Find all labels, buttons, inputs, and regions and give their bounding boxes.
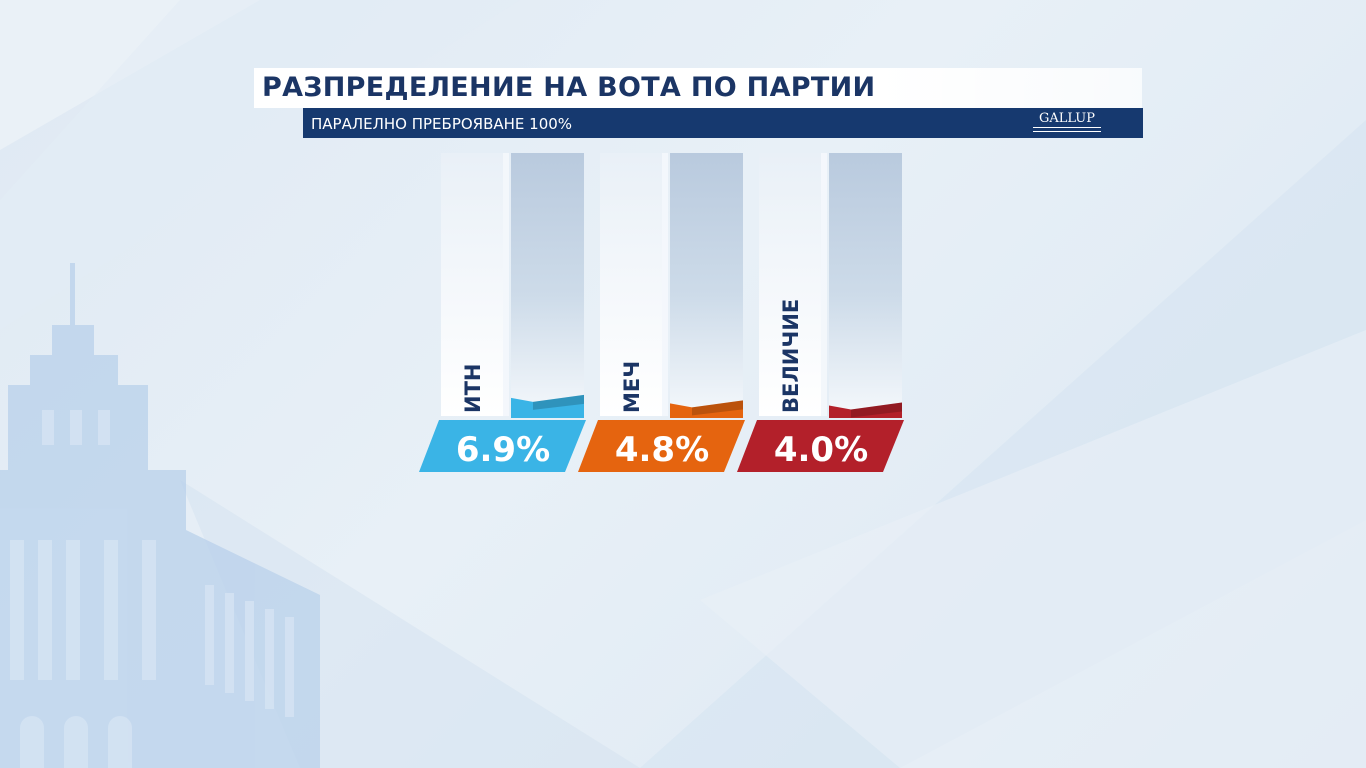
- value-plate: [578, 420, 745, 472]
- bar-top-shade: [851, 402, 902, 418]
- bar-track: [511, 153, 584, 412]
- value-plate: [737, 420, 904, 472]
- bar-label-panel: [759, 153, 821, 416]
- category-label: МЕЧ: [620, 361, 644, 413]
- subtitle-bar: ПАРАЛЕЛНО ПРЕБРОЯВАНЕ 100% GALLUP: [303, 108, 1143, 138]
- category-label: ВЕЛИЧИЕ: [779, 299, 803, 413]
- bar-top-shade: [692, 400, 743, 416]
- building-silhouette: [0, 263, 320, 768]
- gallup-logo-text: GALLUP: [1038, 111, 1096, 126]
- chart-title: РАЗПРЕДЕЛЕНИЕ НА ВОТА ПО ПАРТИИ: [262, 72, 876, 103]
- bar-label-panel: [441, 153, 503, 416]
- category-label: ИТН: [461, 364, 485, 413]
- gallup-logo: GALLUP: [1033, 111, 1101, 132]
- bar-group-2: ВЕЛИЧИЕ 4.0%: [737, 153, 904, 472]
- bar-track: [829, 153, 902, 412]
- bar-track: [670, 153, 743, 412]
- value-label: 4.0%: [774, 430, 868, 470]
- bar: [670, 400, 743, 418]
- bar-label-panel-edge: [821, 153, 827, 416]
- bar-group-1: МЕЧ 4.8%: [578, 153, 745, 472]
- value-label: 4.8%: [615, 430, 709, 470]
- bar-label-panel-edge: [503, 153, 509, 416]
- bar-top-shade: [533, 394, 584, 410]
- gallup-logo-underline: [1033, 127, 1101, 132]
- bar: [511, 394, 584, 418]
- value-label: 6.9%: [456, 430, 550, 470]
- chart-subtitle: ПАРАЛЕЛНО ПРЕБРОЯВАНЕ 100%: [311, 115, 573, 133]
- bar-label-panel: [600, 153, 662, 416]
- bar-group-0: ИТН 6.9%: [419, 153, 586, 472]
- value-plate: [419, 420, 586, 472]
- bar: [829, 402, 902, 418]
- title-box: РАЗПРЕДЕЛЕНИЕ НА ВОТА ПО ПАРТИИ: [254, 68, 1142, 108]
- bar-label-panel-edge: [662, 153, 668, 416]
